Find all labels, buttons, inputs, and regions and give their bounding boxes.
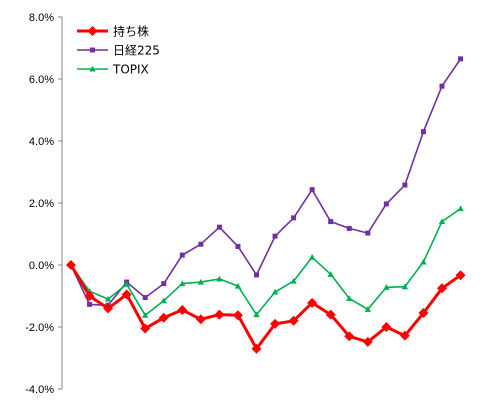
y-tick-label: -2.0% bbox=[25, 322, 54, 334]
y-tick-label: 6.0% bbox=[29, 74, 54, 86]
data-point-marker bbox=[439, 83, 445, 89]
data-point-marker bbox=[84, 291, 95, 301]
legend-item-1: 持ち株 bbox=[77, 24, 149, 39]
series-line bbox=[70, 207, 462, 317]
data-point-marker bbox=[346, 225, 352, 231]
data-point-marker bbox=[87, 301, 93, 307]
data-point-marker bbox=[291, 215, 297, 221]
data-point-marker bbox=[103, 303, 114, 314]
data-point-marker bbox=[140, 323, 151, 334]
legend-swatch-marker bbox=[87, 26, 98, 36]
legend-item-2: 日経225 bbox=[77, 44, 160, 58]
data-point-marker bbox=[401, 283, 409, 290]
data-point-marker bbox=[251, 343, 262, 354]
data-point-marker bbox=[418, 308, 429, 319]
data-point-marker bbox=[402, 182, 408, 188]
data-point-marker bbox=[383, 284, 390, 290]
data-point-marker bbox=[177, 304, 188, 315]
y-tick-label: 0.0% bbox=[29, 260, 54, 272]
legend-label: 日経225 bbox=[113, 44, 160, 58]
data-point-marker bbox=[420, 258, 427, 265]
series-1 bbox=[66, 260, 466, 354]
data-point-marker bbox=[158, 312, 169, 323]
data-point-marker bbox=[288, 315, 299, 326]
series-layer bbox=[66, 56, 466, 354]
data-point-marker bbox=[457, 205, 464, 212]
data-point-marker bbox=[142, 295, 148, 301]
data-point-marker bbox=[327, 271, 334, 277]
data-point-marker bbox=[309, 187, 315, 193]
y-tick-label: 4.0% bbox=[29, 136, 54, 148]
y-tick-label: -4.0% bbox=[25, 384, 54, 396]
data-point-marker bbox=[328, 219, 334, 225]
data-point-marker bbox=[437, 283, 447, 294]
data-point-marker bbox=[270, 318, 281, 329]
data-point-marker bbox=[160, 297, 167, 304]
legend-swatch-marker bbox=[90, 47, 95, 53]
data-point-marker bbox=[344, 331, 355, 342]
data-point-marker bbox=[458, 56, 464, 62]
legend-swatch-marker bbox=[89, 65, 96, 72]
data-point-marker bbox=[232, 310, 243, 321]
data-point-marker bbox=[123, 281, 130, 287]
data-point-marker bbox=[121, 289, 132, 300]
data-point-marker bbox=[214, 309, 225, 320]
data-point-marker bbox=[308, 254, 316, 260]
data-point-marker bbox=[362, 336, 373, 347]
legend-label: 持ち株 bbox=[113, 24, 149, 39]
data-point-marker bbox=[195, 314, 206, 325]
data-point-marker bbox=[271, 288, 279, 295]
legend-label: TOPIX bbox=[112, 63, 149, 77]
data-point-marker bbox=[234, 282, 242, 289]
axes: 8.0% 6.0% 4.0% 2.0% 0.0% -2.0% -4.0% bbox=[25, 12, 63, 396]
data-point-marker bbox=[383, 201, 389, 207]
data-point-marker bbox=[364, 306, 371, 312]
data-point-marker bbox=[290, 277, 297, 284]
data-point-marker bbox=[104, 295, 112, 302]
data-point-marker bbox=[253, 311, 260, 318]
data-point-marker bbox=[197, 278, 205, 285]
data-point-marker bbox=[235, 243, 241, 249]
data-point-marker bbox=[66, 260, 76, 270]
data-point-marker bbox=[399, 330, 410, 341]
data-point-marker bbox=[420, 129, 426, 135]
legend-item-3: TOPIX bbox=[77, 63, 149, 77]
data-point-marker bbox=[161, 281, 167, 287]
series-line bbox=[69, 264, 462, 351]
data-point-marker bbox=[325, 309, 336, 320]
data-point-marker bbox=[216, 224, 222, 230]
data-point-marker bbox=[142, 312, 149, 318]
data-point-marker bbox=[272, 233, 278, 239]
data-point-marker bbox=[254, 272, 259, 278]
data-point-marker bbox=[179, 280, 186, 287]
y-tick-label: 2.0% bbox=[29, 198, 54, 210]
y-tick-label: 8.0% bbox=[29, 12, 54, 24]
series-line bbox=[70, 58, 462, 307]
data-point-marker bbox=[179, 252, 185, 258]
data-point-marker bbox=[438, 218, 446, 225]
data-point-marker bbox=[307, 297, 318, 308]
data-point-marker bbox=[198, 241, 204, 247]
data-point-marker bbox=[216, 275, 223, 282]
data-point-marker bbox=[365, 230, 371, 236]
data-point-marker bbox=[455, 270, 466, 281]
data-point-marker bbox=[346, 295, 353, 302]
data-point-marker bbox=[381, 322, 392, 332]
